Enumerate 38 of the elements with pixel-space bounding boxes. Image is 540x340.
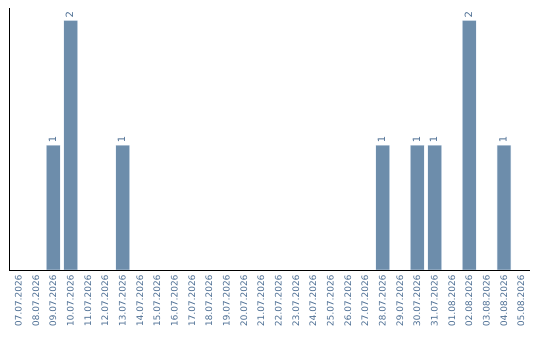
x-tick-label: 30.07.2026 xyxy=(413,274,424,326)
x-tick-label: 13.07.2026 xyxy=(118,274,129,326)
x-tick-label: 21.07.2026 xyxy=(257,274,268,326)
x-tick-label: 16.07.2026 xyxy=(170,274,181,326)
x-tick-label: 01.08.2026 xyxy=(448,274,458,326)
x-tick-label: 02.08.2026 xyxy=(465,274,476,326)
data-label: 1 xyxy=(48,136,59,142)
x-tick-label: 20.07.2026 xyxy=(240,274,250,326)
x-tick-label: 24.07.2026 xyxy=(309,274,320,326)
x-tick-label: 31.07.2026 xyxy=(430,274,441,326)
x-tick-label: 03.08.2026 xyxy=(482,274,493,326)
x-tick-label: 12.07.2026 xyxy=(101,274,112,326)
x-tick-label: 22.07.2026 xyxy=(274,274,285,326)
data-label: 2 xyxy=(464,11,475,18)
x-tick-label: 09.07.2026 xyxy=(49,274,60,326)
x-tick-label: 08.07.2026 xyxy=(32,274,42,326)
data-label: 2 xyxy=(65,11,76,18)
data-label: 1 xyxy=(429,136,440,142)
x-tick-label: 11.07.2026 xyxy=(84,274,94,326)
x-tick-label: 27.07.2026 xyxy=(361,274,372,326)
x-tick-label: 19.07.2026 xyxy=(222,274,233,326)
x-tick-label: 18.07.2026 xyxy=(205,274,216,326)
x-tick-label: 28.07.2026 xyxy=(378,274,389,326)
x-tick-label: 25.07.2026 xyxy=(326,274,337,326)
x-tick-label: 07.07.2026 xyxy=(14,274,25,326)
x-tick-label: 15.07.2026 xyxy=(153,274,164,326)
x-tick-label: 26.07.2026 xyxy=(344,274,354,326)
x-tick-label: 10.07.2026 xyxy=(66,274,77,326)
x-tick-label: 04.08.2026 xyxy=(500,274,510,326)
x-tick-label: 05.08.2026 xyxy=(517,274,528,326)
x-tick-label: 23.07.2026 xyxy=(292,274,302,326)
data-label: 1 xyxy=(498,136,510,142)
data-label: 1 xyxy=(412,136,423,142)
x-tick-label: 17.07.2026 xyxy=(188,274,198,326)
data-label: 1 xyxy=(117,136,128,142)
x-tick-label: 14.07.2026 xyxy=(136,274,146,326)
data-label: 1 xyxy=(377,136,388,142)
x-tick-label: 29.07.2026 xyxy=(396,274,406,326)
